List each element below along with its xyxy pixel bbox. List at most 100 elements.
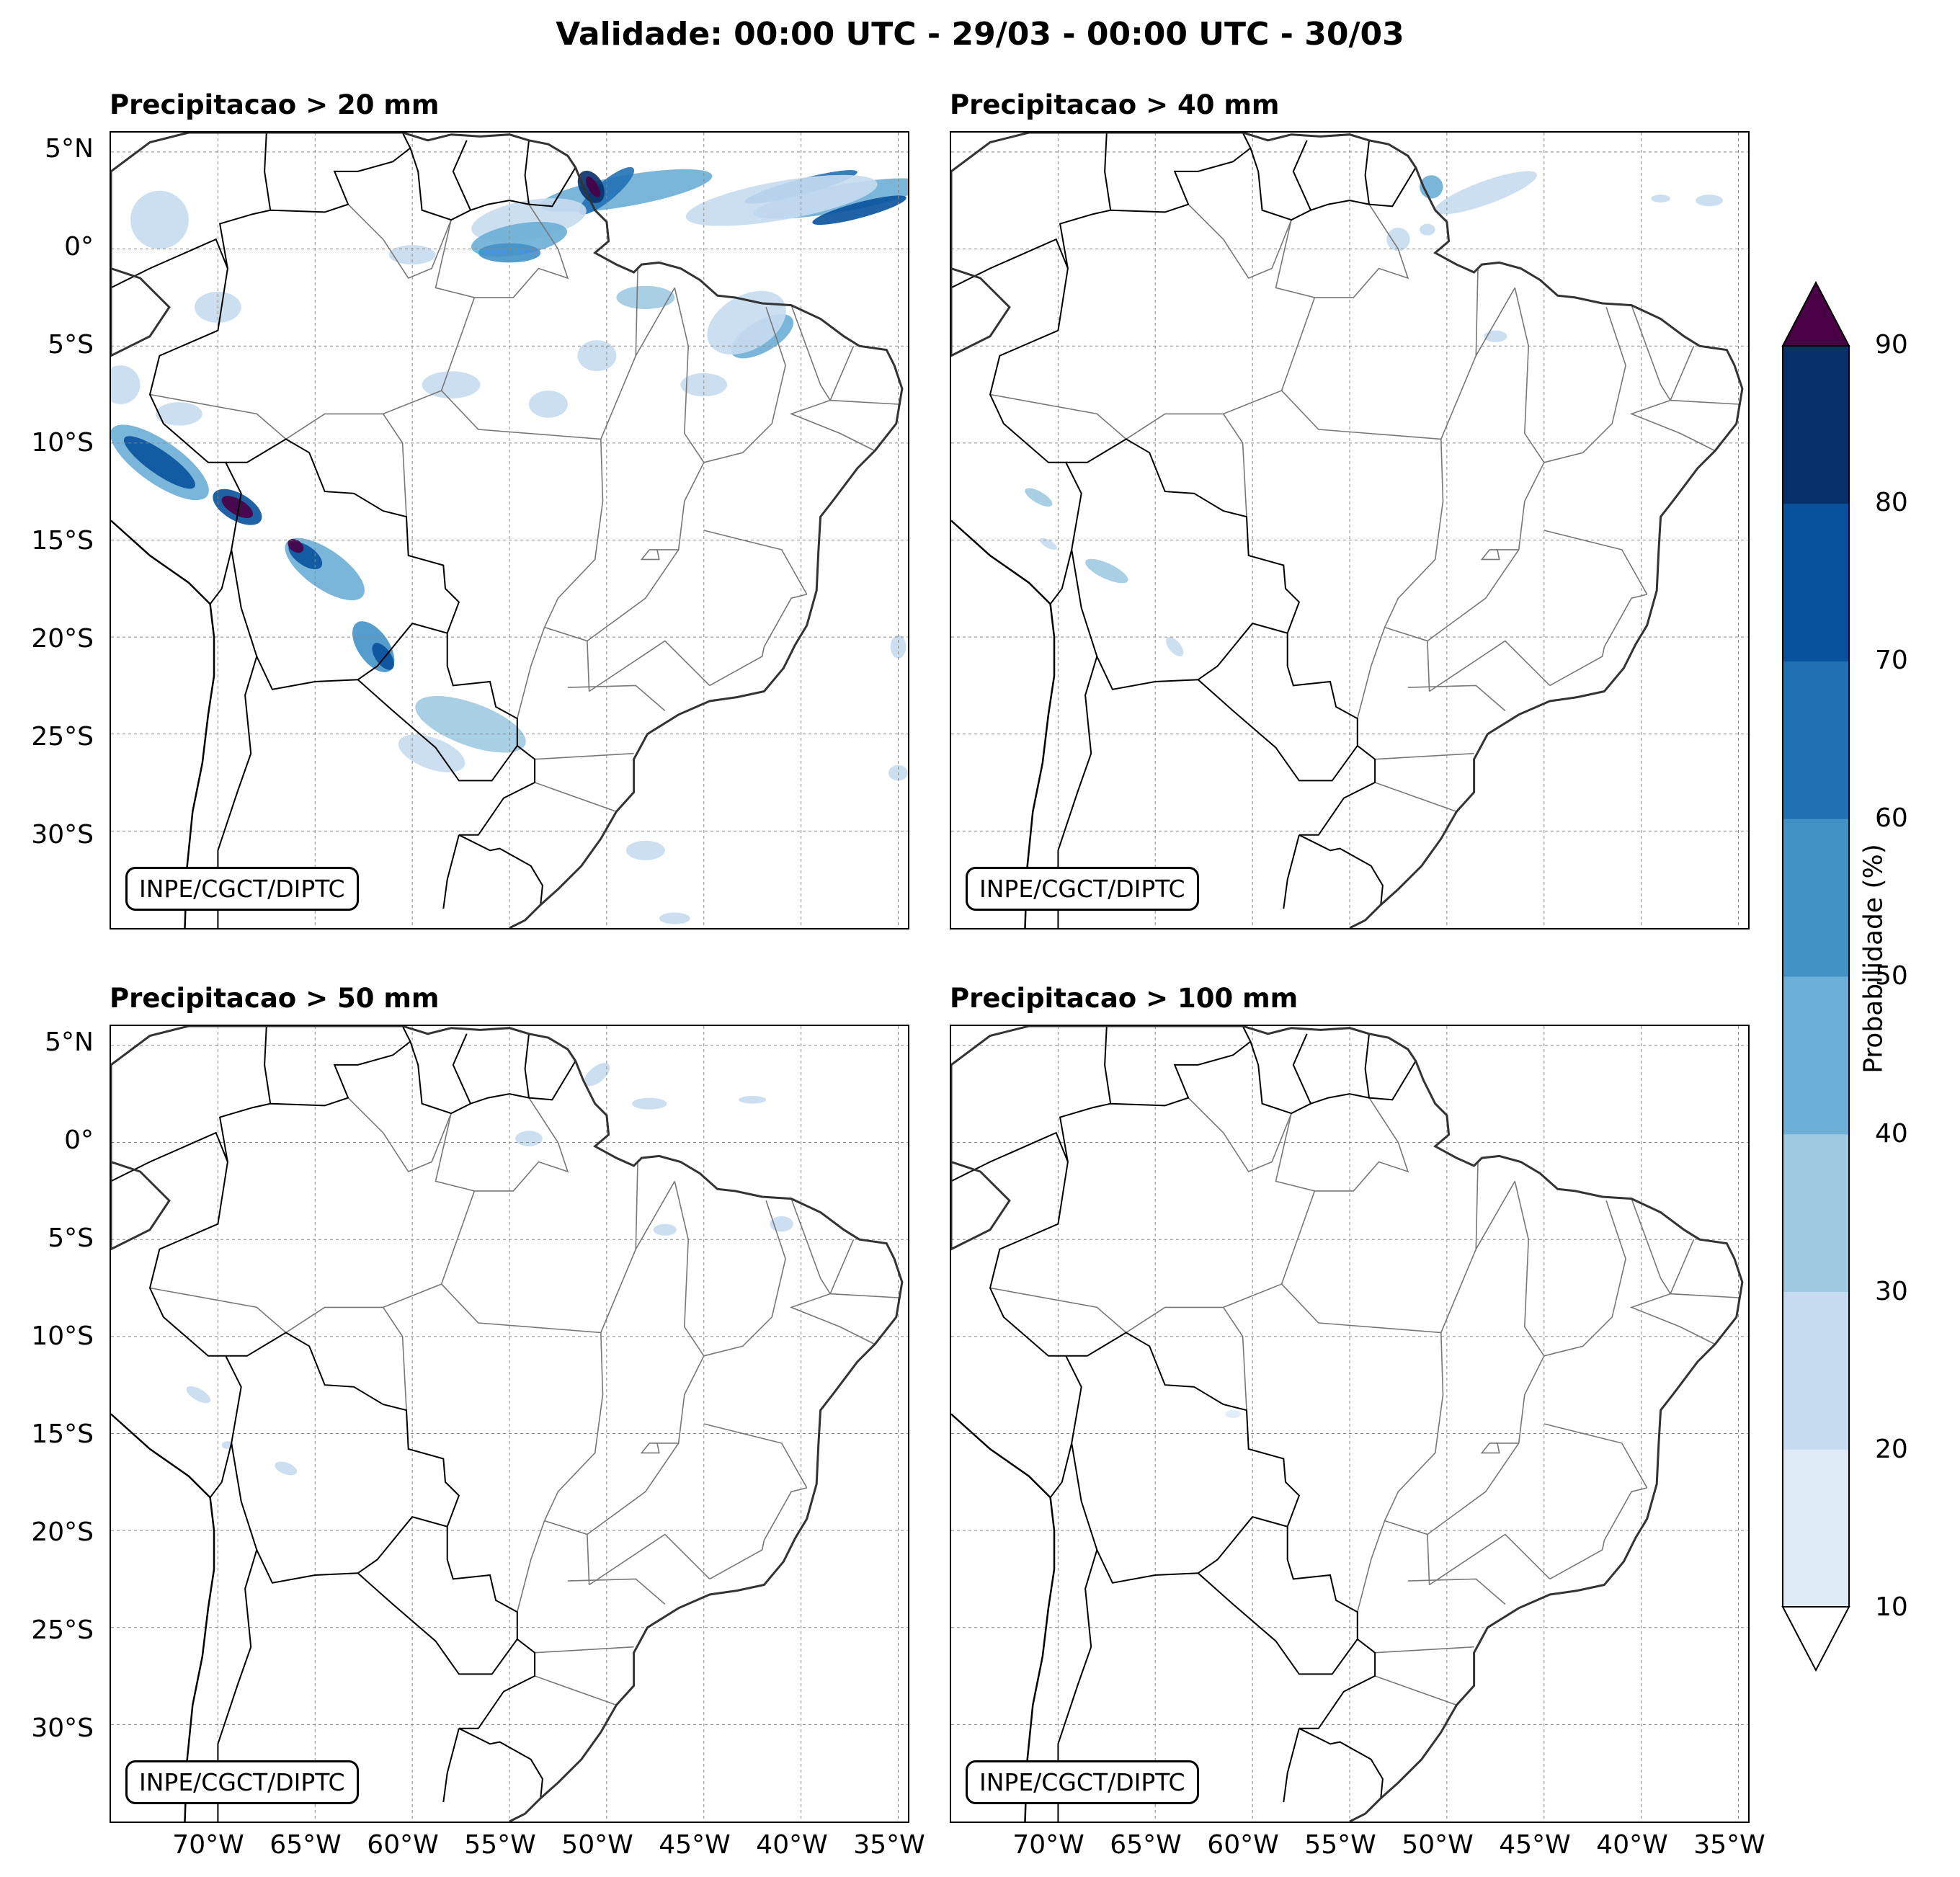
country-border bbox=[989, 133, 1112, 269]
precip-blob bbox=[285, 538, 365, 601]
precip-blob bbox=[528, 391, 568, 418]
country-border bbox=[231, 549, 447, 690]
state-border bbox=[763, 1487, 807, 1541]
precip-blob bbox=[1166, 637, 1184, 657]
state-border bbox=[703, 307, 786, 463]
country-border bbox=[951, 238, 1082, 605]
precip-blob bbox=[221, 496, 254, 518]
state-border bbox=[1475, 287, 1515, 357]
coastline bbox=[111, 1413, 215, 1822]
state-border bbox=[1495, 462, 1545, 550]
colorbar-band bbox=[1783, 1449, 1849, 1608]
coastline bbox=[111, 133, 904, 928]
map-panel-20mm: INPE/CGCT/DIPTC bbox=[110, 131, 909, 929]
state-border bbox=[1669, 345, 1739, 405]
state-border bbox=[989, 1287, 1127, 1334]
country-border bbox=[1071, 1443, 1288, 1584]
country-border bbox=[524, 1033, 530, 1098]
country-border bbox=[989, 1026, 1112, 1162]
country-border bbox=[1250, 148, 1417, 221]
precip-blob bbox=[515, 1131, 543, 1146]
colorbar-label: Probabilidade (%) bbox=[1858, 844, 1889, 1074]
lon-tick: 45°W bbox=[659, 1830, 731, 1860]
country-border bbox=[1057, 656, 1098, 928]
precip-blob bbox=[123, 436, 195, 489]
colorbar-band bbox=[1783, 661, 1849, 819]
state-border bbox=[655, 462, 705, 550]
lat-tick: 5°S bbox=[48, 1223, 94, 1253]
state-border bbox=[709, 1540, 765, 1580]
colorbar-tick: 70 bbox=[1875, 646, 1908, 675]
state-border bbox=[1495, 1355, 1545, 1444]
colorbar-band bbox=[1783, 1291, 1849, 1450]
state-border bbox=[1357, 627, 1386, 719]
country-border bbox=[458, 1639, 536, 1729]
lon-tick: 40°W bbox=[1596, 1830, 1668, 1860]
precip-blob bbox=[478, 243, 541, 263]
state-border bbox=[789, 399, 876, 452]
colorbar-band bbox=[1783, 819, 1849, 977]
state-border bbox=[635, 287, 675, 357]
country-border bbox=[1197, 679, 1358, 782]
country-border bbox=[452, 140, 471, 211]
state-border bbox=[829, 345, 899, 405]
precip-blob bbox=[1651, 195, 1671, 202]
country-border bbox=[149, 1026, 272, 1162]
coastline bbox=[951, 133, 1744, 928]
state-border bbox=[1374, 782, 1457, 813]
country-border bbox=[1298, 1727, 1384, 1798]
state-border bbox=[635, 1181, 675, 1250]
state-border bbox=[1223, 297, 1316, 415]
state-border bbox=[535, 752, 634, 760]
coastline bbox=[111, 1026, 904, 1822]
country-border bbox=[1286, 1526, 1358, 1639]
country-border bbox=[1298, 745, 1376, 836]
state-border bbox=[674, 287, 705, 463]
state-border bbox=[1549, 1540, 1605, 1580]
country-border bbox=[446, 633, 518, 746]
state-border bbox=[587, 1443, 680, 1535]
precip-blob bbox=[653, 1223, 677, 1236]
colorbar-tick: 80 bbox=[1875, 488, 1908, 517]
country-border bbox=[1066, 1332, 1301, 1528]
country-border bbox=[357, 1572, 518, 1675]
lon-tick: 70°W bbox=[1012, 1830, 1084, 1860]
state-border bbox=[1544, 530, 1648, 595]
state-border bbox=[1631, 305, 1671, 401]
coastline bbox=[951, 1026, 1744, 1822]
state-border bbox=[534, 782, 617, 813]
state-border bbox=[674, 1181, 705, 1357]
lon-tick: 35°W bbox=[1693, 1830, 1765, 1860]
country-border bbox=[1364, 1033, 1370, 1098]
state-border bbox=[1544, 1423, 1648, 1489]
lat-tick: 5°N bbox=[45, 134, 94, 164]
state-border bbox=[567, 1578, 666, 1605]
country-border bbox=[1298, 834, 1384, 905]
state-border bbox=[1514, 287, 1545, 463]
lat-tick: 0° bbox=[64, 232, 94, 262]
state-border bbox=[1223, 1190, 1316, 1308]
precip-blob bbox=[422, 371, 481, 398]
state-border bbox=[543, 439, 604, 628]
precip-blob bbox=[631, 1097, 667, 1110]
map-canvas bbox=[951, 133, 1748, 928]
precip-probability-field bbox=[111, 166, 908, 924]
state-border bbox=[1188, 1097, 1292, 1172]
country-border bbox=[1071, 549, 1288, 690]
state-border bbox=[1375, 752, 1474, 760]
state-border bbox=[1629, 1293, 1716, 1345]
precip-blob bbox=[111, 365, 141, 404]
coastline bbox=[951, 520, 1056, 928]
colorbar-band bbox=[1783, 346, 1849, 504]
lat-tick: 15°S bbox=[31, 526, 94, 556]
lon-tick: 60°W bbox=[367, 1830, 439, 1860]
state-border bbox=[703, 1423, 808, 1489]
lat-tick: 30°S bbox=[31, 820, 94, 850]
state-border bbox=[1429, 1533, 1551, 1586]
country-border bbox=[446, 1526, 518, 1639]
colorbar-tick: 50 bbox=[1875, 961, 1908, 991]
lat-tick: 25°S bbox=[31, 722, 94, 752]
state-border bbox=[1357, 1520, 1386, 1613]
precip-blob bbox=[812, 195, 906, 226]
state-border bbox=[1281, 1283, 1441, 1334]
